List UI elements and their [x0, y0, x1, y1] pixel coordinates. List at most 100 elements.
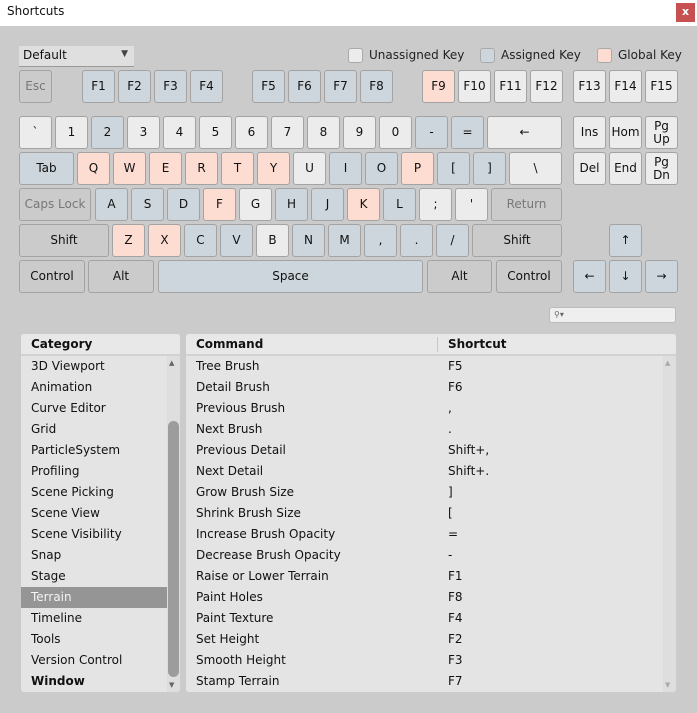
key-4[interactable]: 4: [163, 116, 196, 149]
key-7[interactable]: 7: [271, 116, 304, 149]
key-b[interactable]: B: [256, 224, 289, 257]
category-item[interactable]: Animation: [31, 380, 93, 394]
category-item[interactable]: Timeline: [31, 611, 83, 625]
scroll-up-icon[interactable]: ▲: [169, 359, 175, 367]
key-pg-up[interactable]: Pg Up: [645, 116, 678, 149]
category-item[interactable]: Scene Picking: [31, 485, 114, 499]
key-5[interactable]: 5: [199, 116, 232, 149]
category-item[interactable]: Grid: [31, 422, 57, 436]
command-row[interactable]: Increase Brush Opacity =: [186, 524, 663, 545]
key-←[interactable]: ←: [573, 260, 606, 293]
category-item[interactable]: Window: [31, 674, 85, 688]
category-item[interactable]: Stage: [31, 569, 66, 583]
key-shift[interactable]: Shift: [472, 224, 562, 257]
key-f15[interactable]: F15: [645, 70, 678, 103]
key-q[interactable]: Q: [77, 152, 110, 185]
key-x[interactable]: X: [148, 224, 181, 257]
key-tab[interactable]: Tab: [19, 152, 74, 185]
command-row[interactable]: Detail Brush F6: [186, 377, 663, 398]
key-space[interactable]: Space: [158, 260, 423, 293]
key-,[interactable]: ,: [364, 224, 397, 257]
key-;[interactable]: ;: [419, 188, 452, 221]
key-f8[interactable]: F8: [360, 70, 393, 103]
close-button[interactable]: x: [676, 3, 695, 22]
category-item[interactable]: Snap: [31, 548, 62, 562]
category-item[interactable]: Scene Visibility: [31, 527, 122, 541]
key-o[interactable]: O: [365, 152, 398, 185]
column-divider[interactable]: [437, 337, 438, 352]
key-'[interactable]: ': [455, 188, 488, 221]
key-del[interactable]: Del: [573, 152, 606, 185]
key-n[interactable]: N: [292, 224, 325, 257]
key-6[interactable]: 6: [235, 116, 268, 149]
scroll-down-icon[interactable]: ▼: [665, 681, 671, 689]
command-row[interactable]: Paint Texture F4: [186, 608, 663, 629]
category-item[interactable]: Tools: [31, 632, 61, 646]
key-`[interactable]: `: [19, 116, 52, 149]
key-caps-lock[interactable]: Caps Lock: [19, 188, 91, 221]
key-alt[interactable]: Alt: [427, 260, 492, 293]
key-8[interactable]: 8: [307, 116, 340, 149]
key-f9[interactable]: F9: [422, 70, 455, 103]
key-2[interactable]: 2: [91, 116, 124, 149]
command-scrollbar[interactable]: ▲ ▼: [663, 356, 676, 692]
command-row[interactable]: Raise or Lower Terrain F1: [186, 566, 663, 587]
key-=[interactable]: =: [451, 116, 484, 149]
key-.[interactable]: .: [400, 224, 433, 257]
key-f10[interactable]: F10: [458, 70, 491, 103]
command-row[interactable]: Stamp Terrain F7: [186, 671, 663, 692]
command-row[interactable]: Set Height F2: [186, 629, 663, 650]
command-row[interactable]: Tree Brush F5: [186, 356, 663, 377]
command-row[interactable]: Smooth Height F3: [186, 650, 663, 671]
key-z[interactable]: Z: [112, 224, 145, 257]
key-f1[interactable]: F1: [82, 70, 115, 103]
scrollbar-thumb[interactable]: [168, 421, 179, 677]
command-row[interactable]: Previous Brush,: [186, 398, 663, 419]
key-f13[interactable]: F13: [573, 70, 606, 103]
key-return[interactable]: Return: [491, 188, 562, 221]
category-item[interactable]: Profiling: [31, 464, 80, 478]
key-f12[interactable]: F12: [530, 70, 563, 103]
key-p[interactable]: P: [401, 152, 434, 185]
key-][interactable]: ]: [473, 152, 506, 185]
key-control[interactable]: Control: [19, 260, 85, 293]
shortcut-column-header[interactable]: Shortcut: [448, 337, 507, 351]
key-alt[interactable]: Alt: [88, 260, 154, 293]
key-pg-dn[interactable]: Pg Dn: [645, 152, 678, 185]
key-f6[interactable]: F6: [288, 70, 321, 103]
category-item[interactable]: Scene View: [31, 506, 100, 520]
key-s[interactable]: S: [131, 188, 164, 221]
command-row[interactable]: Next Detail Shift+.: [186, 461, 663, 482]
key-h[interactable]: H: [275, 188, 308, 221]
key-shift[interactable]: Shift: [19, 224, 109, 257]
key-f14[interactable]: F14: [609, 70, 642, 103]
key-/[interactable]: /: [436, 224, 469, 257]
key-esc[interactable]: Esc: [19, 70, 52, 103]
key-t[interactable]: T: [221, 152, 254, 185]
command-column-header[interactable]: Command: [196, 337, 264, 351]
command-row[interactable]: Next Brush.: [186, 419, 663, 440]
key-r[interactable]: R: [185, 152, 218, 185]
key-←[interactable]: ←: [487, 116, 562, 149]
category-item[interactable]: 3D Viewport: [31, 359, 105, 373]
key-w[interactable]: W: [113, 152, 146, 185]
key-ins[interactable]: Ins: [573, 116, 606, 149]
search-input[interactable]: ⚲▾: [549, 307, 676, 323]
key-f4[interactable]: F4: [190, 70, 223, 103]
command-row[interactable]: Shrink Brush Size [: [186, 503, 663, 524]
key-f2[interactable]: F2: [118, 70, 151, 103]
key-d[interactable]: D: [167, 188, 200, 221]
command-row[interactable]: Decrease Brush Opacity -: [186, 545, 663, 566]
key-f[interactable]: F: [203, 188, 236, 221]
key-c[interactable]: C: [184, 224, 217, 257]
category-item[interactable]: Curve Editor: [31, 401, 106, 415]
key-control[interactable]: Control: [496, 260, 562, 293]
key-→[interactable]: →: [645, 260, 678, 293]
key-j[interactable]: J: [311, 188, 344, 221]
key-hom[interactable]: Hom: [609, 116, 642, 149]
category-item[interactable]: Terrain: [21, 587, 167, 608]
key-y[interactable]: Y: [257, 152, 290, 185]
command-row[interactable]: Paint Holes F8: [186, 587, 663, 608]
scroll-up-icon[interactable]: ▲: [665, 359, 671, 367]
key-[[interactable]: [: [437, 152, 470, 185]
